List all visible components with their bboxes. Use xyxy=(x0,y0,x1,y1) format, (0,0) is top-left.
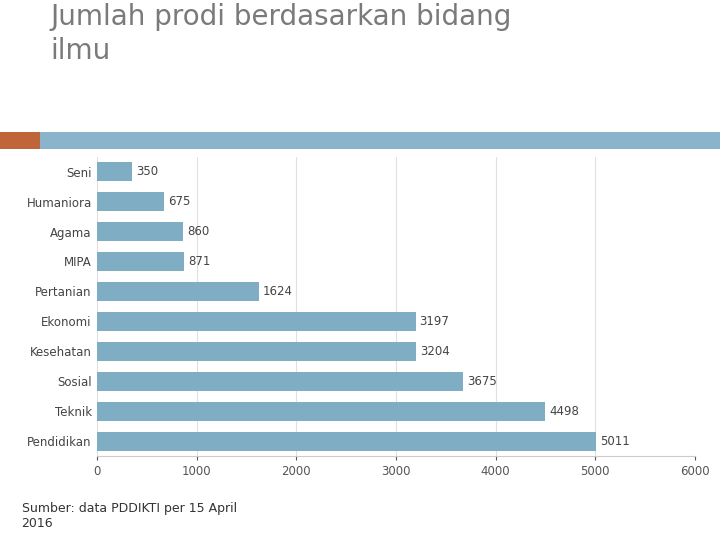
Text: 3197: 3197 xyxy=(420,315,449,328)
Text: 3204: 3204 xyxy=(420,345,450,358)
Text: 675: 675 xyxy=(168,195,191,208)
Text: 4498: 4498 xyxy=(549,405,579,418)
Bar xyxy=(97,222,183,241)
Text: Sumber: data PDDIKTI per 15 April
2016: Sumber: data PDDIKTI per 15 April 2016 xyxy=(22,502,237,530)
Bar xyxy=(97,252,184,271)
Bar xyxy=(97,312,415,331)
Bar xyxy=(97,402,545,421)
Text: 3675: 3675 xyxy=(467,375,497,388)
Text: 5011: 5011 xyxy=(600,435,630,448)
Bar xyxy=(97,372,463,391)
Text: Jumlah prodi berdasarkan bidang
ilmu: Jumlah prodi berdasarkan bidang ilmu xyxy=(50,3,512,65)
Bar xyxy=(97,342,416,361)
Bar xyxy=(97,282,259,301)
Bar xyxy=(97,162,132,181)
Text: 860: 860 xyxy=(186,225,209,238)
Text: 1624: 1624 xyxy=(263,285,293,298)
Text: 350: 350 xyxy=(136,165,158,178)
Bar xyxy=(0,132,40,149)
Bar xyxy=(97,431,596,451)
Bar xyxy=(97,192,164,211)
Text: 871: 871 xyxy=(188,255,210,268)
